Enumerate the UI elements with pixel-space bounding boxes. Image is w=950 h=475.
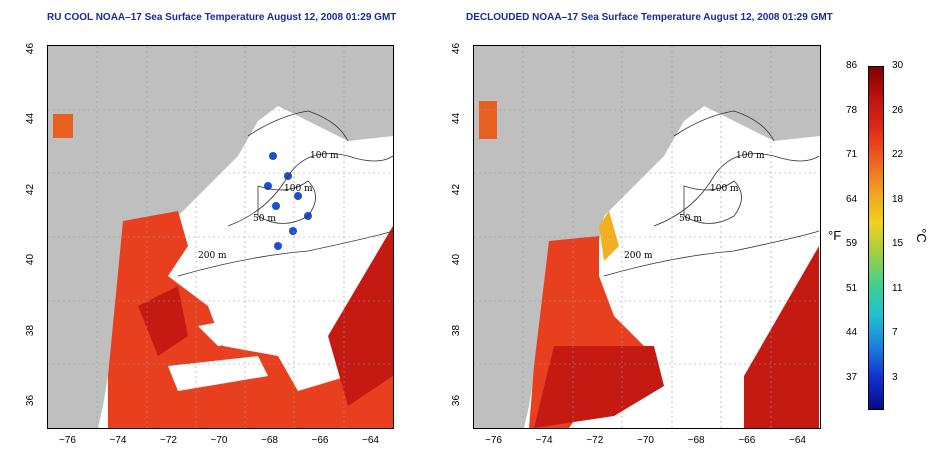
hot-water-region (328, 226, 393, 406)
hot-water-region (138, 286, 188, 356)
longitude-tick-label: −74 (535, 435, 553, 446)
warm-water-patch (479, 101, 497, 139)
longitude-tick-label: −66 (311, 435, 329, 446)
fahrenheit-tick-label: 51 (846, 282, 858, 294)
contour-200m (177, 230, 393, 277)
longitude-tick-label: −74 (109, 435, 127, 446)
cold-water-patch (294, 192, 302, 200)
contour-label: 50 m (253, 214, 276, 224)
latitude-tick-label: 42 (25, 183, 37, 195)
longitude-tick-label: −64 (789, 435, 806, 446)
warm-water-patch (53, 114, 73, 138)
left-sst-map[interactable]: 100 m 100 m 50 m 200 m (47, 45, 394, 429)
hot-water-region (534, 346, 664, 428)
fahrenheit-tick-label: 37 (846, 372, 858, 383)
longitude-tick-label: −70 (637, 435, 654, 446)
fahrenheit-tick-label: 78 (846, 104, 858, 116)
nova-scotia-land (248, 46, 393, 126)
contour-100m-gulf (247, 110, 349, 142)
cloud-streak (168, 356, 268, 391)
latitude-tick-label: 46 (451, 42, 463, 55)
celsius-unit-label: °C (913, 228, 929, 243)
celsius-tick-label: 11 (892, 282, 903, 294)
cold-water-patch (272, 202, 280, 210)
latitude-tick-label: 36 (451, 394, 463, 407)
celsius-tick-label: 30 (892, 60, 904, 71)
latitude-tick-label: 38 (25, 324, 37, 336)
contour-label: 100 m (284, 184, 313, 194)
celsius-tick-label: 15 (892, 238, 904, 250)
cold-water-patch (274, 242, 282, 250)
land-mass (474, 46, 820, 428)
cold-water-patch (269, 152, 277, 160)
latitude-tick-label: 36 (25, 394, 37, 407)
nova-scotia-land (674, 46, 820, 126)
contour-label: 100 m (310, 151, 339, 161)
latitude-tick-label: 40 (25, 254, 37, 266)
hot-water-region (744, 246, 819, 428)
fahrenheit-tick-label: 71 (846, 149, 858, 161)
longitude-tick-label: −66 (738, 435, 756, 446)
longitude-tick-label: −68 (261, 435, 278, 446)
longitude-tick-label: −76 (485, 435, 502, 446)
left-panel-title: RU COOL NOAA–17 Sea Surface Temperature … (47, 12, 397, 23)
longitude-tick-label: −76 (59, 435, 76, 446)
latitude-tick-label: 38 (451, 324, 463, 336)
contour-200m (603, 230, 820, 277)
fahrenheit-tick-label: 59 (846, 238, 858, 250)
celsius-tick-label: 3 (892, 372, 898, 383)
longitude-tick-label: −64 (362, 435, 379, 446)
celsius-tick-label: 22 (892, 149, 904, 161)
fahrenheit-tick-label: 64 (846, 193, 858, 205)
contour-label: 100 m (736, 151, 765, 161)
longitude-tick-label: −70 (210, 435, 228, 446)
contour-100m (227, 153, 393, 227)
contour-label: 100 m (710, 184, 739, 194)
contour-100m (653, 153, 820, 227)
contour-100m-gulf (673, 110, 775, 142)
longitude-tick-label: −68 (687, 435, 705, 446)
fahrenheit-tick-label: 44 (846, 327, 858, 339)
contour-50m (683, 180, 742, 224)
latitude-tick-label: 40 (451, 254, 463, 266)
cloud-streak (198, 306, 318, 346)
fahrenheit-tick-label: 86 (846, 60, 858, 71)
latitude-tick-label: 44 (25, 113, 37, 125)
celsius-tick-label: 18 (892, 193, 904, 205)
temperature-colorbar (868, 66, 884, 410)
celsius-tick-label: 26 (892, 104, 904, 116)
contour-label: 200 m (624, 251, 653, 261)
longitude-tick-label: −72 (586, 435, 604, 446)
contour-label: 200 m (198, 251, 227, 261)
fahrenheit-unit-label: °F (828, 228, 842, 243)
cold-water-patch (289, 227, 297, 235)
land-mass (48, 46, 393, 428)
contour-50m (257, 180, 316, 224)
right-sst-map[interactable]: 100 m 100 m 50 m 200 m (473, 45, 821, 429)
right-panel-title: DECLOUDED NOAA–17 Sea Surface Temperatur… (466, 12, 833, 23)
longitude-tick-label: −72 (160, 435, 177, 446)
contour-label: 50 m (679, 214, 702, 224)
latitude-tick-label: 46 (25, 42, 37, 55)
celsius-tick-label: 7 (892, 327, 898, 339)
latitude-tick-label: 42 (451, 183, 463, 195)
latitude-tick-label: 44 (451, 113, 463, 125)
warm-water-patch (599, 211, 619, 261)
